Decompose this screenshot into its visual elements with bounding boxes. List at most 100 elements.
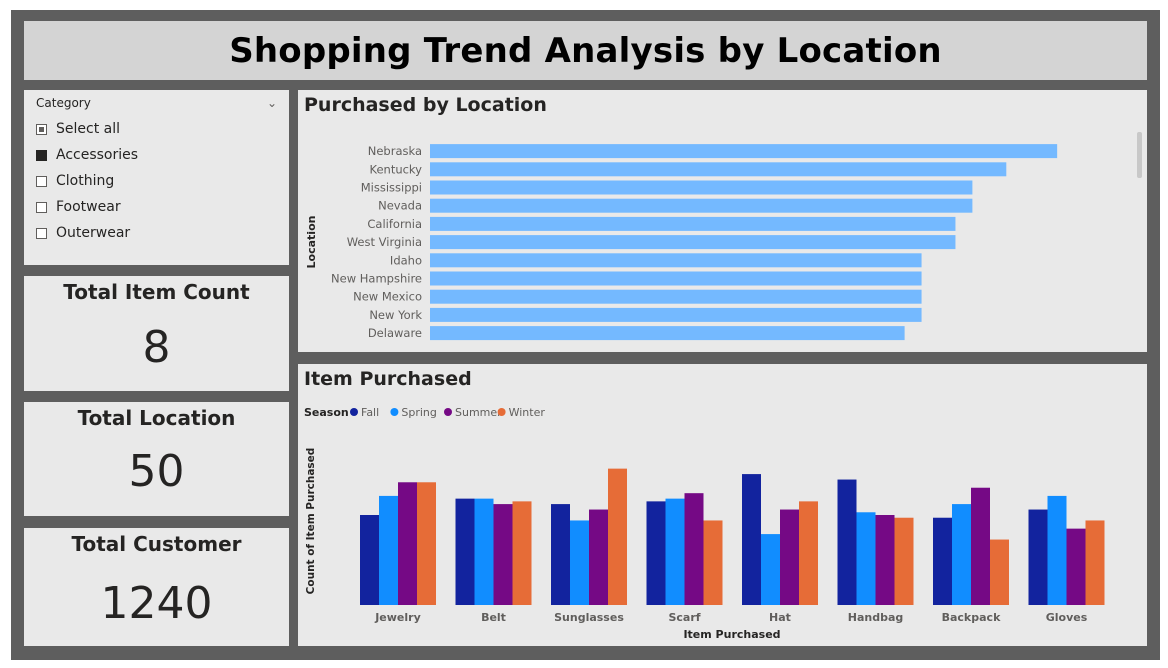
checkbox-icon[interactable] bbox=[36, 175, 47, 187]
column-bar[interactable] bbox=[417, 482, 436, 605]
kpi-card-total-item-count: Total Item Count 8 bbox=[24, 276, 289, 391]
legend: Season Fall Spring Summer Winter bbox=[304, 406, 545, 419]
checkbox-icon[interactable] bbox=[36, 227, 47, 239]
column-bar[interactable] bbox=[933, 517, 952, 605]
bar[interactable] bbox=[430, 216, 956, 231]
slicer-item-label: Clothing bbox=[56, 173, 115, 189]
column-bar[interactable] bbox=[512, 501, 532, 605]
bar[interactable] bbox=[430, 253, 922, 268]
column-bar[interactable] bbox=[780, 509, 799, 605]
y-tick-label: West Virginia bbox=[347, 235, 422, 249]
kpi-value: 8 bbox=[142, 322, 171, 373]
kpi-card-total-customer: Total Customer 1240 bbox=[24, 528, 289, 646]
x-tick-label: Hat bbox=[769, 611, 791, 624]
column-bar[interactable] bbox=[665, 498, 685, 605]
column-bar[interactable] bbox=[684, 493, 704, 605]
page-title: Shopping Trend Analysis by Location bbox=[229, 30, 942, 71]
checkbox-icon[interactable] bbox=[36, 201, 47, 213]
column-bar[interactable] bbox=[589, 509, 608, 605]
column-bar[interactable] bbox=[990, 539, 1009, 605]
y-tick-label: Mississippi bbox=[361, 181, 422, 195]
bar[interactable] bbox=[430, 235, 956, 250]
bar[interactable] bbox=[430, 198, 973, 213]
y-tick-label: New Hampshire bbox=[331, 272, 422, 286]
column-bar[interactable] bbox=[379, 495, 398, 605]
column-bar[interactable] bbox=[646, 501, 666, 605]
column-bar[interactable] bbox=[570, 520, 589, 605]
column-bar[interactable] bbox=[493, 504, 513, 605]
column-bar[interactable] bbox=[551, 504, 570, 605]
column-bar[interactable] bbox=[952, 504, 971, 605]
x-tick-label: Scarf bbox=[668, 611, 700, 624]
column-bar[interactable] bbox=[455, 498, 475, 605]
chart-scrollbar[interactable] bbox=[1137, 132, 1142, 178]
legend-entry[interactable]: Fall bbox=[361, 406, 379, 419]
column-bar[interactable] bbox=[1047, 495, 1067, 605]
column-bar[interactable] bbox=[360, 515, 379, 605]
column-bar[interactable] bbox=[971, 487, 990, 605]
legend-marker bbox=[444, 408, 452, 416]
bar[interactable] bbox=[430, 326, 905, 341]
legend-title: Season bbox=[304, 406, 349, 419]
bar[interactable] bbox=[430, 180, 973, 195]
column-bar[interactable] bbox=[742, 474, 761, 605]
column-bar[interactable] bbox=[837, 479, 857, 605]
column-bar[interactable] bbox=[799, 501, 818, 605]
slicer-item-select-all[interactable]: Select all bbox=[36, 116, 277, 142]
column-bar[interactable] bbox=[703, 520, 723, 605]
bar[interactable] bbox=[430, 307, 922, 322]
column-bar[interactable] bbox=[474, 498, 494, 605]
chart-title: Purchased by Location bbox=[304, 94, 547, 116]
column-bar[interactable] bbox=[856, 512, 876, 605]
column-bar[interactable] bbox=[1028, 509, 1048, 605]
kpi-label: Total Item Count bbox=[63, 280, 250, 304]
slicer-item-outerwear[interactable]: Outerwear bbox=[36, 220, 277, 246]
column-bar[interactable] bbox=[398, 482, 417, 605]
kpi-label: Total Location bbox=[77, 406, 236, 430]
kpi-value: 1240 bbox=[100, 578, 213, 629]
bar[interactable] bbox=[430, 289, 922, 304]
y-tick-label: Kentucky bbox=[369, 162, 422, 176]
y-tick-label: California bbox=[367, 217, 422, 231]
column-bar[interactable] bbox=[608, 468, 627, 605]
checkbox-checked-icon[interactable] bbox=[36, 149, 47, 161]
column-bar[interactable] bbox=[875, 515, 895, 605]
legend-entry[interactable]: Summer bbox=[455, 406, 502, 419]
y-tick-label: Nevada bbox=[378, 199, 422, 213]
y-tick-label: Nebraska bbox=[368, 144, 422, 158]
x-axis-label: Item Purchased bbox=[683, 628, 780, 641]
item-column-chart: Count of Item Purchased Item Purchased S… bbox=[304, 406, 1105, 641]
chevron-down-icon[interactable]: ⌄ bbox=[266, 96, 277, 110]
bar[interactable] bbox=[430, 271, 922, 286]
slicer-item-clothing[interactable]: Clothing bbox=[36, 168, 277, 194]
column-bar[interactable] bbox=[1085, 520, 1105, 605]
checkbox-partial-icon[interactable] bbox=[36, 123, 47, 135]
x-tick-label: Sunglasses bbox=[554, 611, 624, 624]
dashboard-title-bar: Shopping Trend Analysis by Location bbox=[24, 21, 1147, 80]
slicer-item-label: Select all bbox=[56, 121, 120, 137]
slicer-item-accessories[interactable]: Accessories bbox=[36, 142, 277, 168]
legend-entry[interactable]: Spring bbox=[401, 406, 437, 419]
legend-entry[interactable]: Winter bbox=[509, 406, 546, 419]
location-bar-chart-panel: Purchased by Location Location Nebraska K… bbox=[298, 90, 1147, 352]
item-column-chart-panel: Item Purchased Count of Item Purchased I… bbox=[298, 364, 1147, 646]
y-tick-label: New Mexico bbox=[353, 290, 422, 304]
column-bar[interactable] bbox=[1066, 528, 1086, 605]
slicer-item-footwear[interactable]: Footwear bbox=[36, 194, 277, 220]
kpi-value: 50 bbox=[128, 446, 185, 497]
location-bar-chart: Location Nebraska Kentucky Mississippi Neva… bbox=[305, 144, 1058, 341]
kpi-label: Total Customer bbox=[71, 532, 242, 556]
x-tick-label: Backpack bbox=[942, 611, 1001, 624]
kpi-card-total-location: Total Location 50 bbox=[24, 402, 289, 516]
slicer-item-label: Outerwear bbox=[56, 225, 131, 241]
slicer-list: Select all Accessories Clothing Footwear… bbox=[36, 116, 277, 246]
chart-title: Item Purchased bbox=[304, 368, 472, 390]
slicer-title: Category bbox=[36, 96, 91, 110]
y-tick-label: Idaho bbox=[390, 253, 422, 267]
column-bar[interactable] bbox=[894, 517, 914, 605]
x-tick-label: Jewelry bbox=[374, 611, 421, 624]
column-bar[interactable] bbox=[761, 534, 780, 605]
bar[interactable] bbox=[430, 144, 1058, 159]
bar[interactable] bbox=[430, 162, 1007, 177]
slicer-header[interactable]: Category ⌄ bbox=[36, 96, 277, 110]
